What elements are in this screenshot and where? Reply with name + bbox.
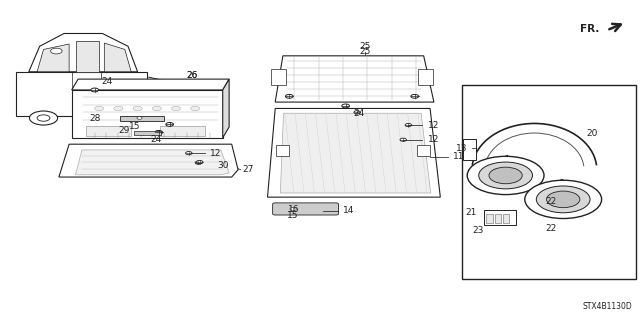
- Bar: [462, 85, 636, 279]
- Circle shape: [285, 94, 293, 98]
- Circle shape: [536, 186, 590, 213]
- Bar: [495, 214, 501, 223]
- Circle shape: [137, 117, 142, 119]
- Circle shape: [95, 106, 104, 111]
- Text: 27: 27: [242, 165, 253, 174]
- Circle shape: [166, 122, 173, 126]
- Text: 20: 20: [586, 130, 598, 138]
- Text: 21: 21: [465, 208, 477, 217]
- Text: 26: 26: [186, 71, 198, 80]
- Polygon shape: [29, 33, 138, 72]
- Text: 25: 25: [359, 42, 371, 51]
- Bar: [463, 139, 476, 160]
- Circle shape: [195, 161, 202, 164]
- Circle shape: [172, 106, 180, 111]
- Bar: [503, 214, 509, 223]
- Polygon shape: [72, 79, 229, 90]
- Circle shape: [37, 115, 50, 121]
- Circle shape: [489, 167, 522, 184]
- Text: 24: 24: [101, 77, 113, 86]
- Bar: [86, 126, 131, 136]
- Circle shape: [405, 123, 412, 127]
- Circle shape: [342, 104, 349, 108]
- Circle shape: [91, 88, 99, 92]
- Text: 22: 22: [545, 224, 557, 233]
- Polygon shape: [268, 108, 440, 197]
- Circle shape: [191, 106, 200, 111]
- Circle shape: [196, 160, 203, 164]
- Polygon shape: [275, 56, 434, 102]
- Circle shape: [547, 191, 580, 208]
- Circle shape: [467, 156, 544, 195]
- Text: 25: 25: [359, 47, 371, 56]
- Circle shape: [108, 115, 120, 121]
- Text: 23: 23: [472, 226, 484, 235]
- Circle shape: [155, 130, 163, 134]
- Polygon shape: [72, 90, 223, 138]
- Circle shape: [186, 152, 192, 155]
- Circle shape: [411, 94, 419, 98]
- Bar: [134, 131, 161, 135]
- Circle shape: [525, 180, 602, 219]
- Text: 11: 11: [453, 152, 465, 161]
- Bar: [418, 69, 433, 85]
- Text: STX4B1130D: STX4B1130D: [582, 302, 632, 311]
- Bar: [120, 116, 164, 121]
- Circle shape: [51, 48, 62, 54]
- Text: 16: 16: [288, 205, 300, 214]
- Circle shape: [290, 207, 296, 211]
- Text: FR.: FR.: [580, 24, 599, 34]
- Text: 26: 26: [186, 71, 198, 80]
- Bar: [271, 69, 286, 85]
- Circle shape: [479, 162, 532, 189]
- Circle shape: [133, 106, 142, 111]
- Text: 24: 24: [353, 109, 365, 118]
- Bar: [484, 210, 516, 225]
- Text: 12: 12: [428, 135, 439, 144]
- Circle shape: [152, 106, 161, 111]
- Circle shape: [29, 111, 58, 125]
- Polygon shape: [104, 43, 131, 72]
- Bar: [16, 72, 147, 116]
- FancyBboxPatch shape: [273, 203, 339, 215]
- Polygon shape: [76, 150, 229, 175]
- Text: 15: 15: [287, 211, 299, 220]
- Circle shape: [354, 111, 360, 114]
- Text: 15: 15: [129, 122, 140, 131]
- Circle shape: [400, 138, 406, 141]
- Bar: [486, 214, 493, 223]
- Polygon shape: [280, 113, 431, 193]
- Polygon shape: [76, 41, 99, 72]
- Polygon shape: [223, 79, 229, 138]
- Text: 28: 28: [90, 114, 101, 123]
- Text: 30: 30: [218, 161, 229, 170]
- Bar: [160, 126, 205, 136]
- Text: 12: 12: [210, 149, 221, 158]
- Text: 13: 13: [456, 144, 467, 153]
- Bar: [417, 145, 430, 156]
- Text: 24: 24: [150, 135, 162, 144]
- Bar: [276, 145, 289, 156]
- Text: 14: 14: [343, 206, 355, 215]
- Circle shape: [100, 111, 128, 125]
- Polygon shape: [37, 44, 69, 72]
- Text: 22: 22: [545, 197, 557, 206]
- Circle shape: [114, 106, 123, 111]
- Text: 12: 12: [428, 121, 439, 130]
- Polygon shape: [59, 144, 238, 177]
- Text: 29: 29: [118, 126, 129, 135]
